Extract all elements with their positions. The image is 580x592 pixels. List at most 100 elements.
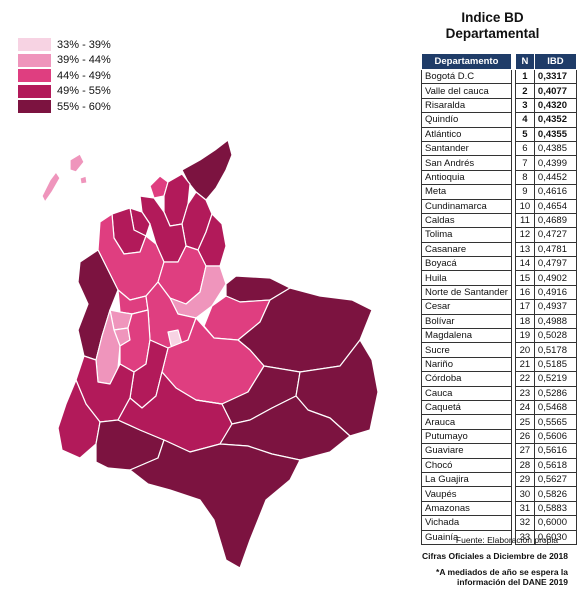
table-row: Sucre 20 0,5178 (421, 342, 577, 358)
legend-item: 39% - 44% (18, 53, 111, 69)
cell-departamento: Risaralda (421, 97, 512, 114)
table-row: Cauca 23 0,5286 (421, 385, 577, 401)
cell-n: 13 (514, 241, 535, 258)
legend-label: 49% - 55% (57, 85, 111, 98)
cell-ibd: 0,4654 (533, 198, 577, 214)
table-row: Caldas 11 0,4689 (421, 212, 577, 229)
cell-ibd: 0,4902 (533, 270, 577, 286)
cell-ibd: 0,4077 (533, 83, 577, 99)
cell-ibd: 0,4616 (533, 184, 577, 200)
ranking-table: Departamento N IBD Bogotá D.C 1 0,3317 Vall… (421, 53, 577, 545)
table-row: Cesar 17 0,4937 (421, 299, 577, 315)
cell-departamento: Antioquia (421, 169, 512, 186)
cell-ibd: 0,5468 (533, 399, 577, 416)
legend-label: 44% - 49% (57, 69, 111, 82)
chart-title-line2: Departamental (445, 26, 540, 41)
table-row: Arauca 25 0,5565 (421, 414, 577, 430)
region-amazonas[interactable] (129, 439, 301, 569)
cell-ibd: 0,5028 (533, 328, 577, 344)
cell-departamento: Sucre (421, 342, 512, 358)
cell-departamento: Bolívar (421, 313, 512, 330)
table-body: Bogotá D.C 1 0,3317 Valle del cauca 2 0,4077 R… (421, 68, 577, 545)
mid-year-note-line2: información del DANE 2019 (456, 577, 568, 587)
mid-year-note: *A mediados de año se espera la informac… (420, 567, 568, 587)
cell-departamento: Nariño (421, 356, 512, 373)
cell-n: 23 (514, 385, 535, 401)
cell-ibd: 0,5616 (533, 443, 577, 459)
cell-departamento: Magdalena (421, 328, 512, 344)
table-row: Casanare 13 0,4781 (421, 241, 577, 258)
table-row: Santander 6 0,4385 (421, 140, 577, 157)
region-island-small[interactable] (79, 175, 88, 185)
cell-n: 8 (514, 169, 535, 186)
colombia-choropleth-map (41, 139, 379, 569)
table-row: Putumayo 26 0,5606 (421, 428, 577, 445)
table-row: Guainía 33 0,6030 (421, 529, 577, 545)
cell-departamento: Caldas (421, 212, 512, 229)
cell-ibd: 0,4385 (533, 140, 577, 157)
table-row: San Andrés 7 0,4399 (421, 155, 577, 171)
cell-ibd: 0,6000 (533, 515, 577, 531)
cell-ibd: 0,4727 (533, 227, 577, 243)
cell-ibd: 0,3317 (533, 68, 577, 85)
cell-ibd: 0,4320 (533, 97, 577, 114)
cell-departamento: La Guajira (421, 471, 512, 488)
cell-n: 17 (514, 299, 535, 315)
table-row: Meta 9 0,4616 (421, 184, 577, 200)
cell-departamento: Casanare (421, 241, 512, 258)
cell-ibd: 0,4988 (533, 313, 577, 330)
table-row: Risaralda 3 0,4320 (421, 97, 577, 114)
cell-n: 6 (514, 140, 535, 157)
cell-departamento: Boyacá (421, 256, 512, 272)
cell-n: 19 (514, 328, 535, 344)
region-la-guajira[interactable] (181, 139, 233, 201)
region-providencia[interactable] (69, 153, 85, 173)
cell-n: 16 (514, 284, 535, 301)
cell-n: 32 (514, 515, 535, 531)
region-narino[interactable] (57, 379, 101, 459)
cell-n: 14 (514, 256, 535, 272)
legend-item: 33% - 39% (18, 37, 111, 53)
cell-n: 12 (514, 227, 535, 243)
table-row: Antioquia 8 0,4452 (421, 169, 577, 186)
cell-departamento: Amazonas (421, 500, 512, 517)
cell-n: 7 (514, 155, 535, 171)
legend-label: 39% - 44% (57, 54, 111, 67)
table-row: Valle del cauca 2 0,4077 (421, 83, 577, 99)
table-row: Bogotá D.C 1 0,3317 (421, 68, 577, 85)
cell-ibd: 0,5618 (533, 457, 577, 473)
chart-title-line1: Indice BD (461, 10, 524, 25)
table-row: Vichada 32 0,6000 (421, 515, 577, 531)
cell-ibd: 0,5565 (533, 414, 577, 430)
header-departamento: Departamento (421, 53, 512, 70)
table-row: Vaupés 30 0,5826 (421, 486, 577, 502)
cell-ibd: 0,6030 (533, 529, 577, 545)
table-row: Nariño 21 0,5185 (421, 356, 577, 373)
cell-n: 1 (514, 68, 535, 85)
cell-n: 27 (514, 443, 535, 459)
cell-departamento: Cundinamarca (421, 198, 512, 214)
cell-ibd: 0,4916 (533, 284, 577, 301)
region-san-andres[interactable] (41, 171, 61, 203)
cell-n: 29 (514, 471, 535, 488)
cell-ibd: 0,4399 (533, 155, 577, 171)
legend-swatch (18, 38, 51, 52)
cell-departamento: Cauca (421, 385, 512, 401)
cell-n: 30 (514, 486, 535, 502)
cell-n: 11 (514, 212, 535, 229)
cell-n: 18 (514, 313, 535, 330)
cell-n: 10 (514, 198, 535, 214)
legend-item: 44% - 49% (18, 68, 111, 84)
cell-n: 2 (514, 83, 535, 99)
cell-ibd: 0,4352 (533, 112, 577, 128)
cell-departamento: Valle del cauca (421, 83, 512, 99)
source-note: Fuente: Elaboración propia (455, 535, 558, 545)
table-row: Guaviare 27 0,5616 (421, 443, 577, 459)
cifras-note: Cifras Oficiales a Diciembre de 2018 (422, 551, 568, 561)
cell-departamento: Meta (421, 184, 512, 200)
cell-ibd: 0,5219 (533, 371, 577, 387)
cell-n: 22 (514, 371, 535, 387)
legend-swatch (18, 53, 51, 67)
cell-ibd: 0,4355 (533, 126, 577, 142)
legend-swatch (18, 100, 51, 114)
